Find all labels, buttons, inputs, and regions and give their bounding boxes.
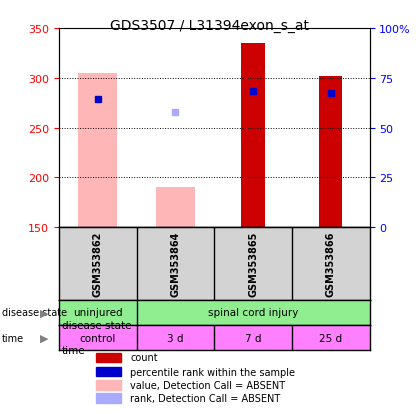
Text: time: time — [2, 333, 24, 343]
Text: percentile rank within the sample: percentile rank within the sample — [130, 367, 295, 377]
Bar — [96, 367, 121, 377]
Bar — [156, 188, 195, 228]
Text: uninjured: uninjured — [73, 308, 123, 318]
Text: rank, Detection Call = ABSENT: rank, Detection Call = ABSENT — [130, 393, 281, 403]
Text: count: count — [130, 353, 158, 363]
Text: disease state: disease state — [2, 308, 67, 318]
Bar — [319, 77, 342, 228]
Text: spinal cord injury: spinal cord injury — [208, 308, 298, 318]
Text: 3 d: 3 d — [167, 333, 184, 343]
Text: GSM353862: GSM353862 — [93, 231, 102, 297]
Bar — [96, 353, 121, 363]
Text: GSM353864: GSM353864 — [171, 231, 180, 297]
Text: GDS3507 / L31394exon_s_at: GDS3507 / L31394exon_s_at — [110, 19, 310, 33]
Text: GSM353866: GSM353866 — [326, 231, 336, 297]
Bar — [96, 380, 121, 389]
Text: control: control — [79, 333, 116, 343]
Bar — [96, 393, 121, 403]
Text: 7 d: 7 d — [245, 333, 261, 343]
Bar — [59, 300, 136, 325]
Text: disease state: disease state — [62, 320, 131, 330]
Text: GSM353865: GSM353865 — [248, 231, 258, 297]
Text: time: time — [62, 346, 86, 356]
Text: ▶: ▶ — [40, 333, 48, 343]
Bar — [136, 300, 370, 325]
Text: value, Detection Call = ABSENT: value, Detection Call = ABSENT — [130, 380, 286, 390]
Text: ▶: ▶ — [40, 308, 48, 318]
Text: 25 d: 25 d — [319, 333, 342, 343]
Bar — [78, 74, 117, 228]
Bar — [241, 44, 265, 228]
